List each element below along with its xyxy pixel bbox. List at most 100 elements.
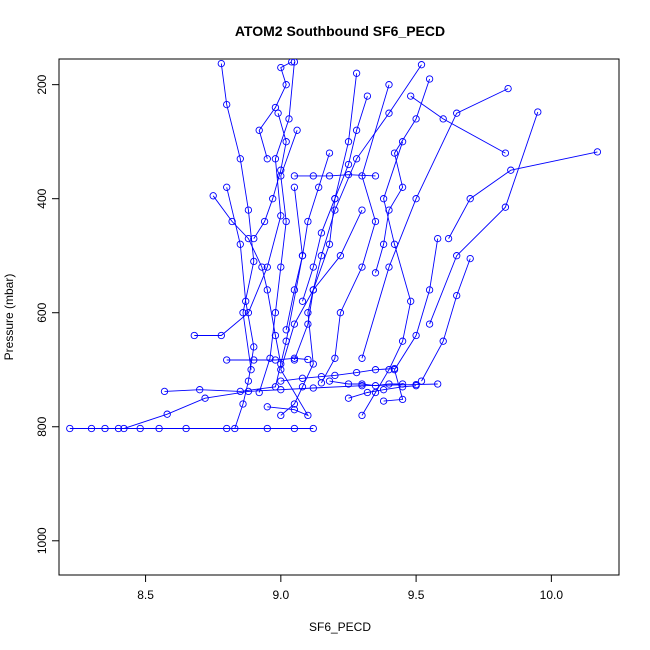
data-point <box>304 217 312 226</box>
x-axis-label: SF6_PECD <box>309 620 371 634</box>
data-point <box>425 320 434 328</box>
data-point <box>258 263 266 271</box>
data-point <box>385 263 393 271</box>
data-point <box>412 115 420 123</box>
series-12 <box>425 108 542 328</box>
data-point <box>371 217 380 226</box>
data-point <box>196 386 204 394</box>
data-point <box>304 320 312 328</box>
data-point <box>290 172 299 180</box>
series-20 <box>379 234 442 405</box>
data-point <box>398 395 407 404</box>
data-point <box>236 240 244 248</box>
data-point <box>277 411 285 420</box>
series-line <box>194 61 295 336</box>
series-line <box>348 385 417 399</box>
data-point <box>504 84 512 93</box>
series-16 <box>255 126 301 397</box>
data-point <box>331 195 339 203</box>
plot-frame <box>58 58 620 576</box>
data-point <box>507 166 515 174</box>
data-point <box>385 366 393 374</box>
data-point <box>298 374 307 382</box>
series-2 <box>120 380 442 433</box>
series-1 <box>66 424 317 433</box>
data-point <box>244 234 253 243</box>
data-point <box>371 366 380 374</box>
data-point <box>282 217 290 226</box>
data-point <box>434 234 442 243</box>
series-line <box>448 151 598 239</box>
series-line <box>429 111 539 325</box>
data-point <box>309 360 317 368</box>
series-23 <box>371 75 434 277</box>
x-tick-label: 10.0 <box>540 588 564 602</box>
data-point <box>282 326 290 334</box>
series-24 <box>255 59 296 163</box>
data-point <box>534 108 542 116</box>
series-18 <box>290 171 380 180</box>
data-point <box>331 354 339 362</box>
data-point <box>344 171 353 179</box>
data-point <box>453 291 461 300</box>
data-point <box>271 383 280 391</box>
x-axis: 8.5 9.0 9.5 10.0 <box>137 575 563 602</box>
data-point <box>331 206 339 214</box>
data-point <box>309 384 317 392</box>
data-point <box>417 61 426 69</box>
data-point <box>331 371 339 380</box>
series-14 <box>317 81 393 387</box>
data-point <box>242 297 250 305</box>
data-point <box>217 331 225 340</box>
data-point <box>223 100 231 109</box>
data-point <box>385 206 393 214</box>
data-point <box>271 309 280 317</box>
data-point <box>325 149 334 157</box>
series-line <box>258 61 292 159</box>
data-point <box>298 297 307 305</box>
y-axis-label: Pressure (mbar) <box>2 274 16 361</box>
data-point <box>271 155 280 163</box>
data-point <box>309 172 317 180</box>
data-point <box>336 309 345 317</box>
series-line <box>280 368 395 382</box>
data-point <box>277 63 285 72</box>
data-point <box>190 331 198 340</box>
series-8 <box>358 138 415 420</box>
data-point <box>325 240 334 248</box>
data-point <box>263 403 271 411</box>
data-point <box>87 424 96 433</box>
series-line <box>361 141 412 416</box>
data-point <box>239 400 247 408</box>
chart-title: ATOM2 Southbound SF6_PECD <box>235 23 445 39</box>
data-point <box>250 257 258 266</box>
data-point <box>417 377 426 385</box>
data-point <box>298 252 307 260</box>
series-line <box>212 195 282 365</box>
data-point <box>255 126 263 134</box>
y-tick-label: 200 <box>35 74 49 94</box>
data-point <box>453 252 461 260</box>
data-point <box>277 360 285 368</box>
data-point <box>379 195 388 203</box>
data-point <box>371 382 380 390</box>
data-point <box>363 388 372 397</box>
data-point <box>182 424 190 433</box>
series-5 <box>217 59 258 374</box>
series-line <box>285 152 330 330</box>
data-point <box>255 388 263 397</box>
series-9 <box>417 254 474 385</box>
data-point <box>250 234 258 243</box>
data-point <box>398 138 407 146</box>
series-6 <box>209 192 285 368</box>
data-point <box>236 387 244 396</box>
series-27 <box>325 377 407 390</box>
data-point <box>277 377 285 385</box>
series-line <box>293 73 358 361</box>
data-point <box>379 240 388 248</box>
data-point <box>160 387 169 396</box>
data-point <box>412 331 420 340</box>
data-point <box>398 337 407 345</box>
data-point <box>304 309 312 317</box>
